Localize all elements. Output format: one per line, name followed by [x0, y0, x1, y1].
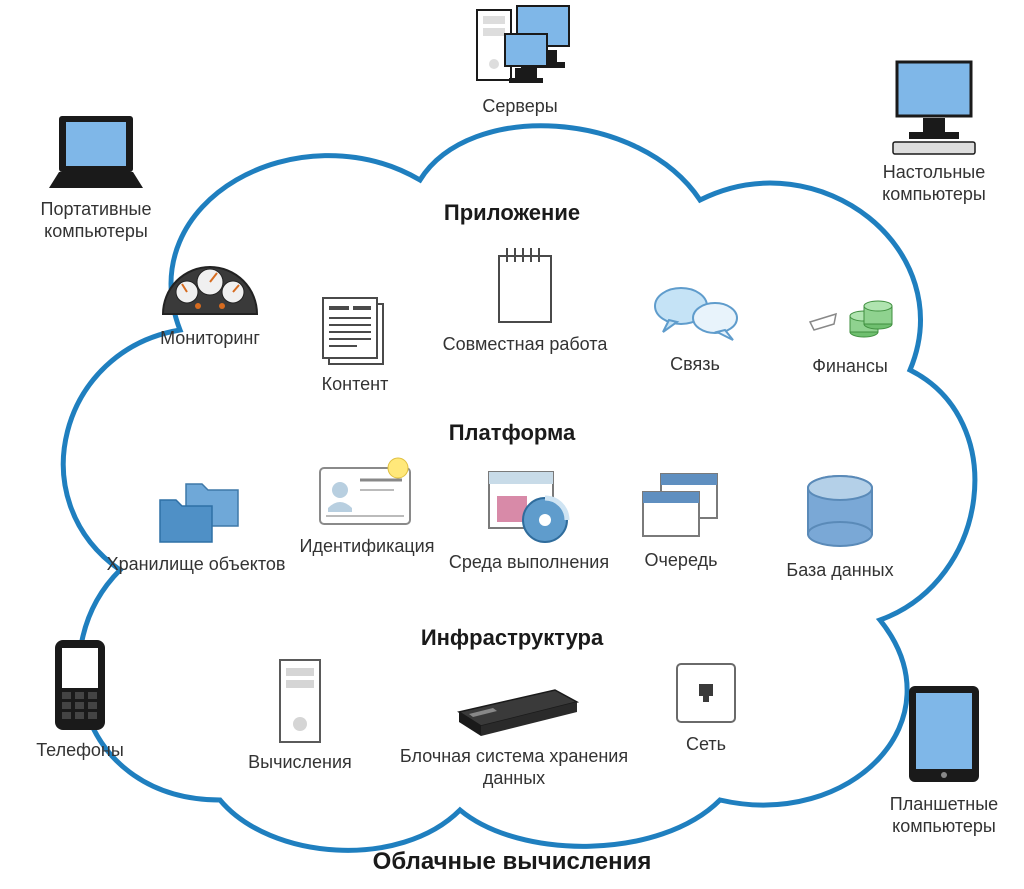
tower-icon — [268, 654, 332, 748]
item-db: База данных — [760, 470, 920, 582]
device-desktops: Настольные компьютеры — [854, 58, 1014, 205]
device-desktops-label: Настольные компьютеры — [854, 162, 1014, 205]
item-objstore-label: Хранилище объектов — [106, 554, 286, 576]
dashboard-icon — [155, 254, 265, 324]
phone-icon — [45, 636, 115, 736]
device-laptops: Портативные компьютеры — [16, 110, 176, 242]
window-cd-icon — [479, 462, 579, 548]
item-queue: Очередь — [616, 466, 746, 572]
item-network: Сеть — [646, 656, 766, 756]
item-block: Блочная система хранения данных — [394, 678, 634, 789]
tablet-icon — [899, 680, 989, 790]
windows-icon — [631, 466, 731, 546]
item-content: Контент — [290, 290, 420, 396]
item-db-label: База данных — [760, 560, 920, 582]
device-tablets: Планшетные компьютеры — [864, 680, 1024, 837]
item-objstore: Хранилище объектов — [106, 470, 286, 576]
item-monitoring: Мониторинг — [130, 254, 290, 350]
item-collab: Совместная работа — [440, 240, 610, 356]
server-stack-icon — [465, 2, 575, 92]
item-compute: Вычисления — [220, 654, 380, 774]
device-laptops-label: Портативные компьютеры — [16, 199, 176, 242]
section-title-app: Приложение — [412, 200, 612, 226]
item-content-label: Контент — [290, 374, 420, 396]
item-comm-label: Связь — [630, 354, 760, 376]
device-servers-label: Серверы — [430, 96, 610, 118]
device-phones: Телефоны — [20, 636, 140, 762]
item-finance-label: Финансы — [780, 356, 920, 378]
device-tablets-label: Планшетные компьютеры — [864, 794, 1024, 837]
id-card-icon — [312, 456, 422, 532]
money-icon — [800, 278, 900, 352]
item-identity: Идентификация — [282, 456, 452, 558]
item-monitoring-label: Мониторинг — [130, 328, 290, 350]
main-title: Облачные вычисления — [362, 848, 662, 876]
device-phones-label: Телефоны — [20, 740, 140, 762]
item-identity-label: Идентификация — [282, 536, 452, 558]
net-port-icon — [669, 656, 743, 730]
item-runtime-label: Среда выполнения — [444, 552, 614, 574]
notepad-icon — [485, 240, 565, 330]
bubbles-icon — [645, 280, 745, 350]
desktop-icon — [879, 58, 989, 158]
item-network-label: Сеть — [646, 734, 766, 756]
diagram-stage: Приложение Платформа Инфраструктура Обла… — [0, 0, 1024, 889]
item-runtime: Среда выполнения — [444, 462, 614, 574]
document-icon — [315, 290, 395, 370]
section-title-platform: Платформа — [412, 420, 612, 446]
slab-icon — [439, 678, 589, 742]
folders-icon — [146, 470, 246, 550]
item-comm: Связь — [630, 280, 760, 376]
device-servers: Серверы — [430, 2, 610, 118]
item-block-label: Блочная система хранения данных — [394, 746, 634, 789]
item-finance: Финансы — [780, 278, 920, 378]
laptop-icon — [41, 110, 151, 195]
section-title-infra: Инфраструктура — [382, 625, 642, 651]
item-collab-label: Совместная работа — [440, 334, 610, 356]
item-compute-label: Вычисления — [220, 752, 380, 774]
cylinder-icon — [795, 470, 885, 556]
item-queue-label: Очередь — [616, 550, 746, 572]
